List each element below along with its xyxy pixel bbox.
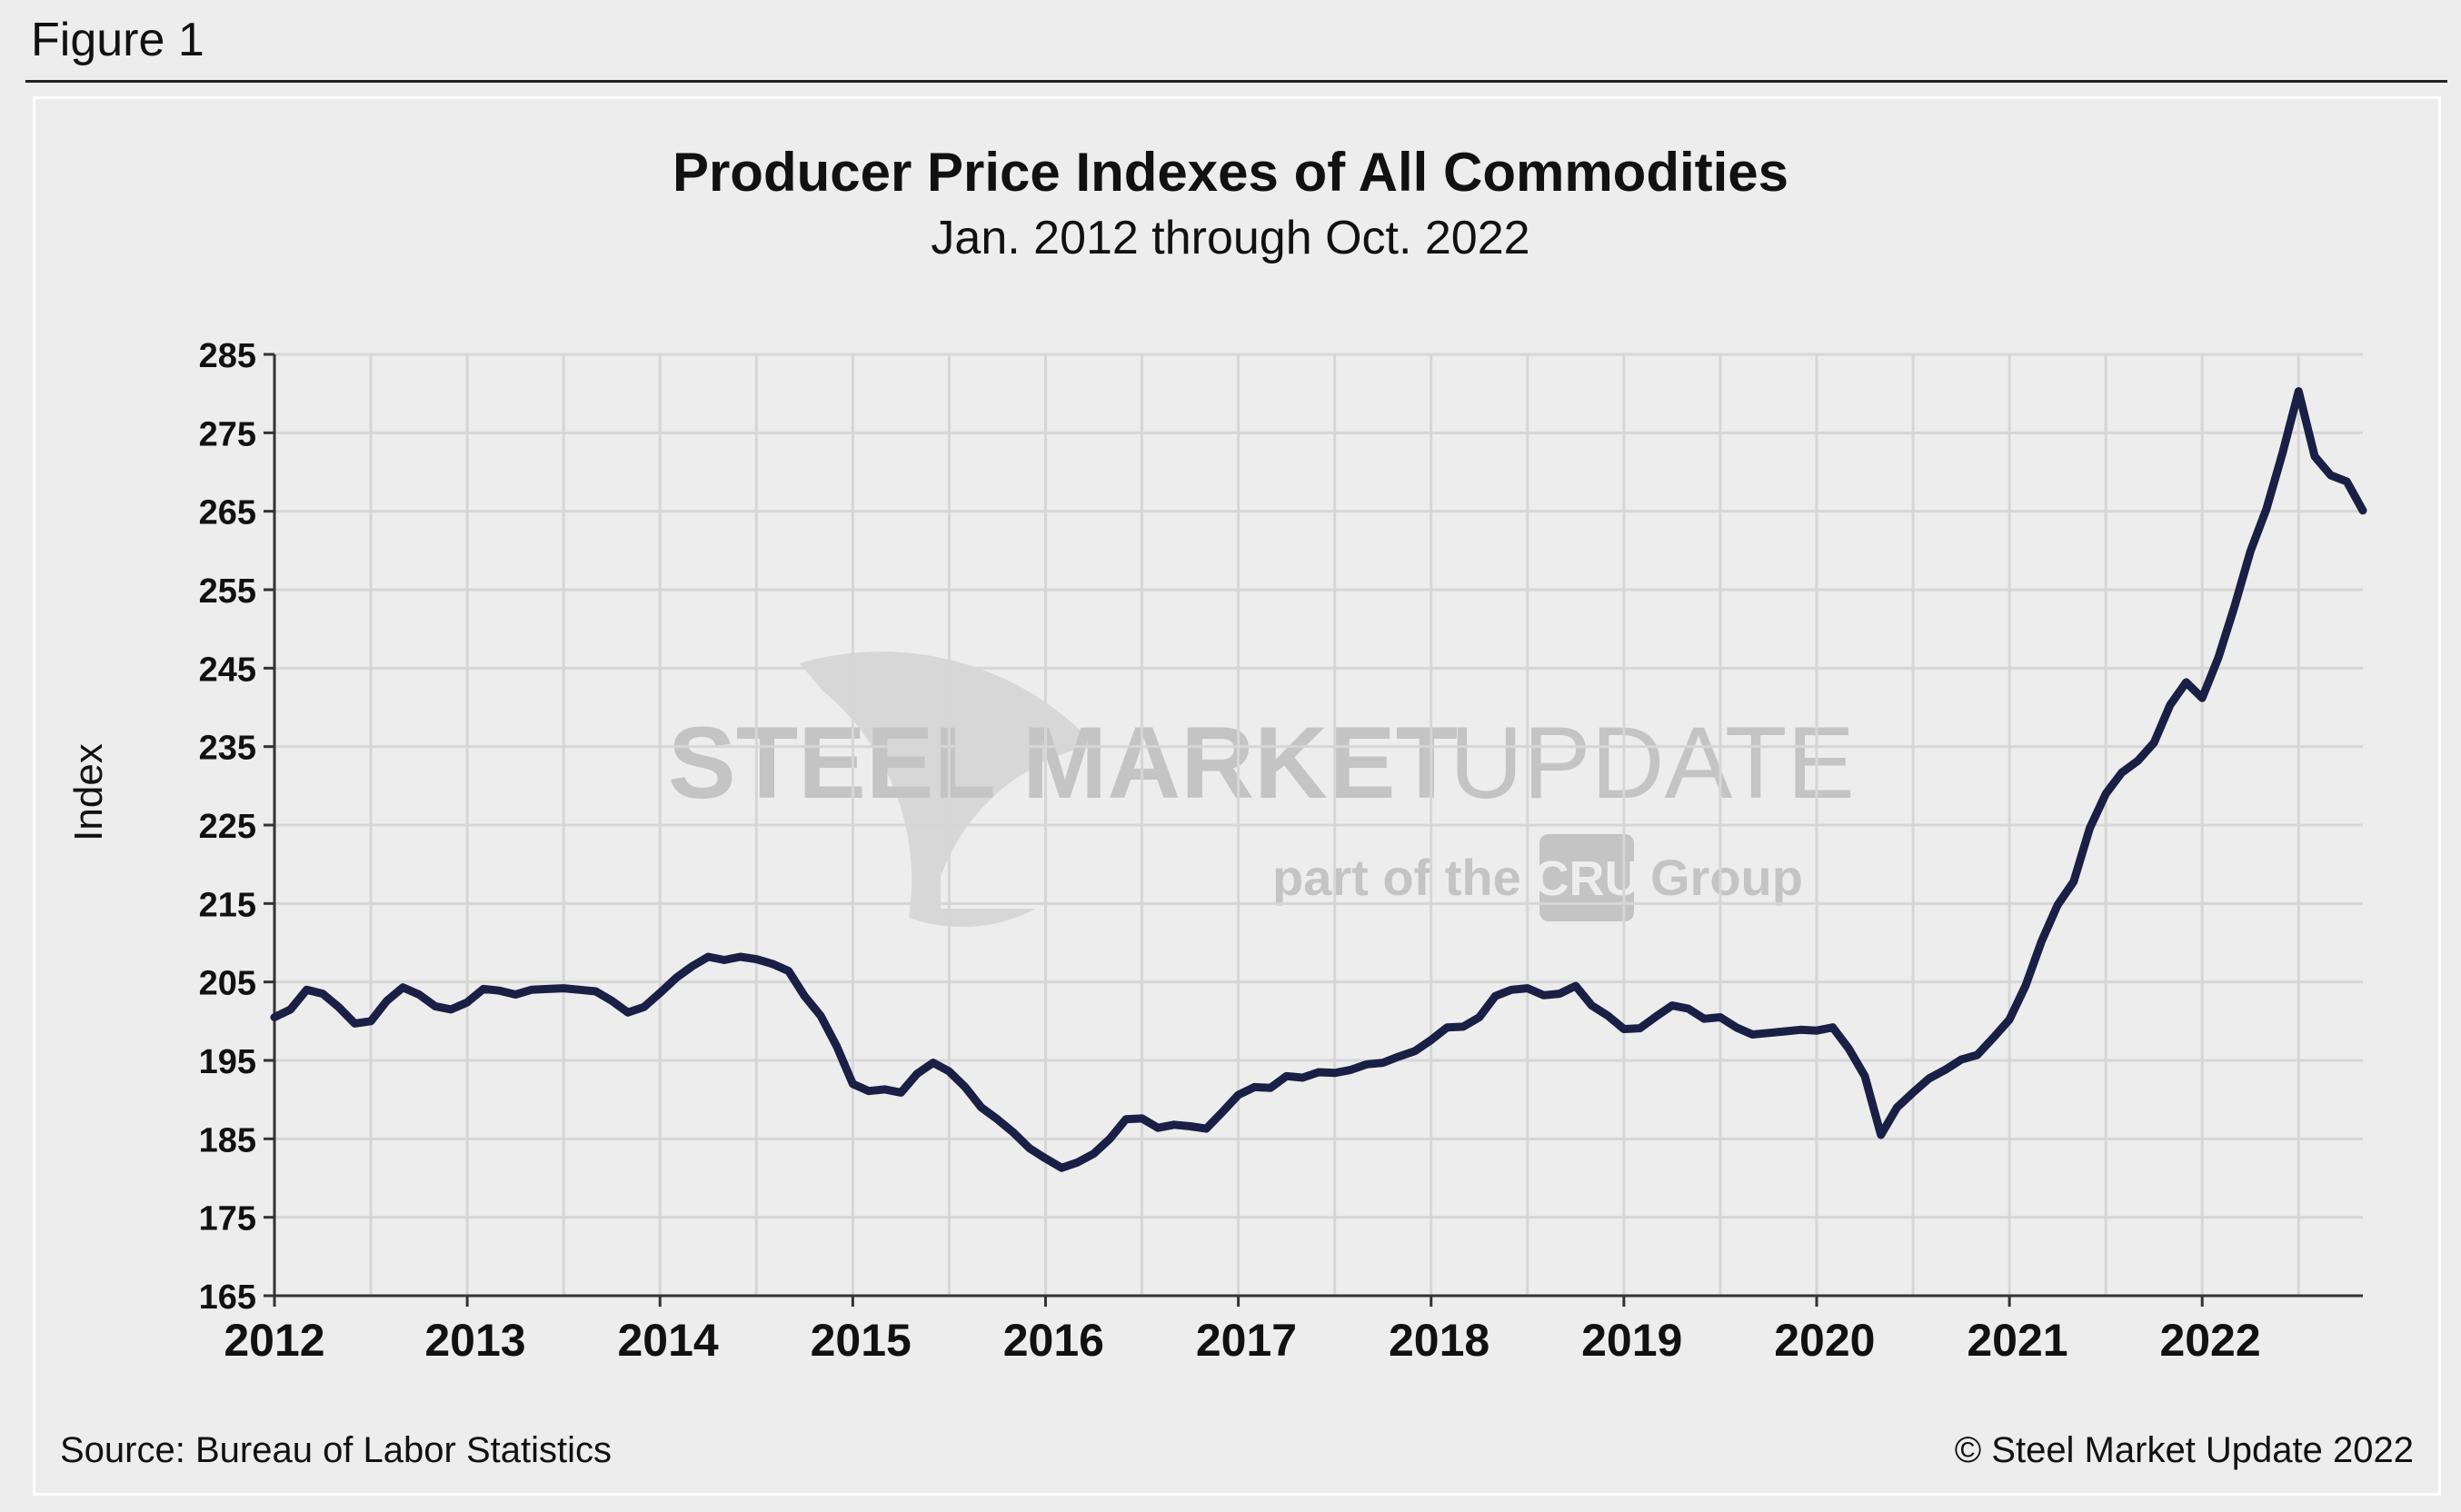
watermark-tagline-logo: CRU — [1534, 851, 1640, 906]
x-tick-label: 2022 — [2159, 1315, 2260, 1366]
x-tick-label: 2019 — [1581, 1315, 1682, 1366]
chart-panel — [33, 96, 2441, 1496]
chart-title: Producer Price Indexes of All Commoditie… — [672, 142, 1789, 203]
y-tick-label: 175 — [199, 1200, 256, 1238]
watermark-cru-logo-icon — [1539, 834, 1634, 921]
y-tick-label: 195 — [199, 1043, 256, 1081]
x-tick-label: 2018 — [1389, 1315, 1490, 1366]
y-tick-label: 285 — [199, 337, 256, 375]
series-layer — [270, 387, 2367, 1172]
watermark-tagline-prefix: part of the — [1272, 849, 1521, 906]
watermark-tagline-suffix: Group — [1650, 849, 1803, 906]
y-tick-label: 265 — [199, 494, 256, 532]
axes — [264, 353, 2363, 1307]
watermark-swoosh-icon — [800, 652, 1095, 928]
x-tick-label: 2021 — [1967, 1315, 2067, 1366]
x-tick-label: 2015 — [811, 1315, 912, 1366]
y-tick-label: 185 — [199, 1121, 256, 1159]
y-tick-label: 225 — [199, 808, 256, 846]
figure-label: Figure 1 — [31, 14, 204, 66]
chart-subtitle: Jan. 2012 through Oct. 2022 — [931, 212, 1530, 264]
x-tick-label: 2017 — [1196, 1315, 1297, 1366]
watermark-brand-light: UPDATE — [1450, 706, 1855, 820]
y-tick-label: 245 — [199, 651, 256, 689]
x-tick-label: 2020 — [1774, 1315, 1875, 1366]
y-tick-label: 275 — [199, 415, 256, 453]
series-line — [270, 387, 2367, 1172]
gridlines — [274, 353, 2363, 1298]
x-tick-label: 2012 — [224, 1315, 324, 1366]
y-tick-label: 255 — [199, 572, 256, 611]
axis-labels: 165 175 185 195 205 215 225 235 245 255 265 275 285 2… — [199, 337, 2261, 1366]
y-tick-label: 205 — [199, 965, 256, 1003]
y-tick-label: 165 — [199, 1278, 256, 1317]
source-note: Source: Bureau of Labor Statistics — [60, 1430, 612, 1470]
x-tick-label: 2013 — [424, 1315, 525, 1366]
watermark: STEEL MARKET UPDATE part of the CRU Grou… — [668, 652, 1855, 928]
y-axis-title: Index — [66, 743, 111, 841]
watermark-brand-bold: STEEL MARKET — [668, 706, 1458, 820]
y-tick-label: 235 — [199, 730, 256, 768]
x-tick-label: 2014 — [617, 1315, 718, 1366]
copyright-note: © Steel Market Update 2022 — [1954, 1430, 2414, 1470]
figure-rule — [25, 80, 2447, 83]
x-tick-label: 2016 — [1003, 1315, 1104, 1366]
y-tick-label: 215 — [199, 886, 256, 924]
